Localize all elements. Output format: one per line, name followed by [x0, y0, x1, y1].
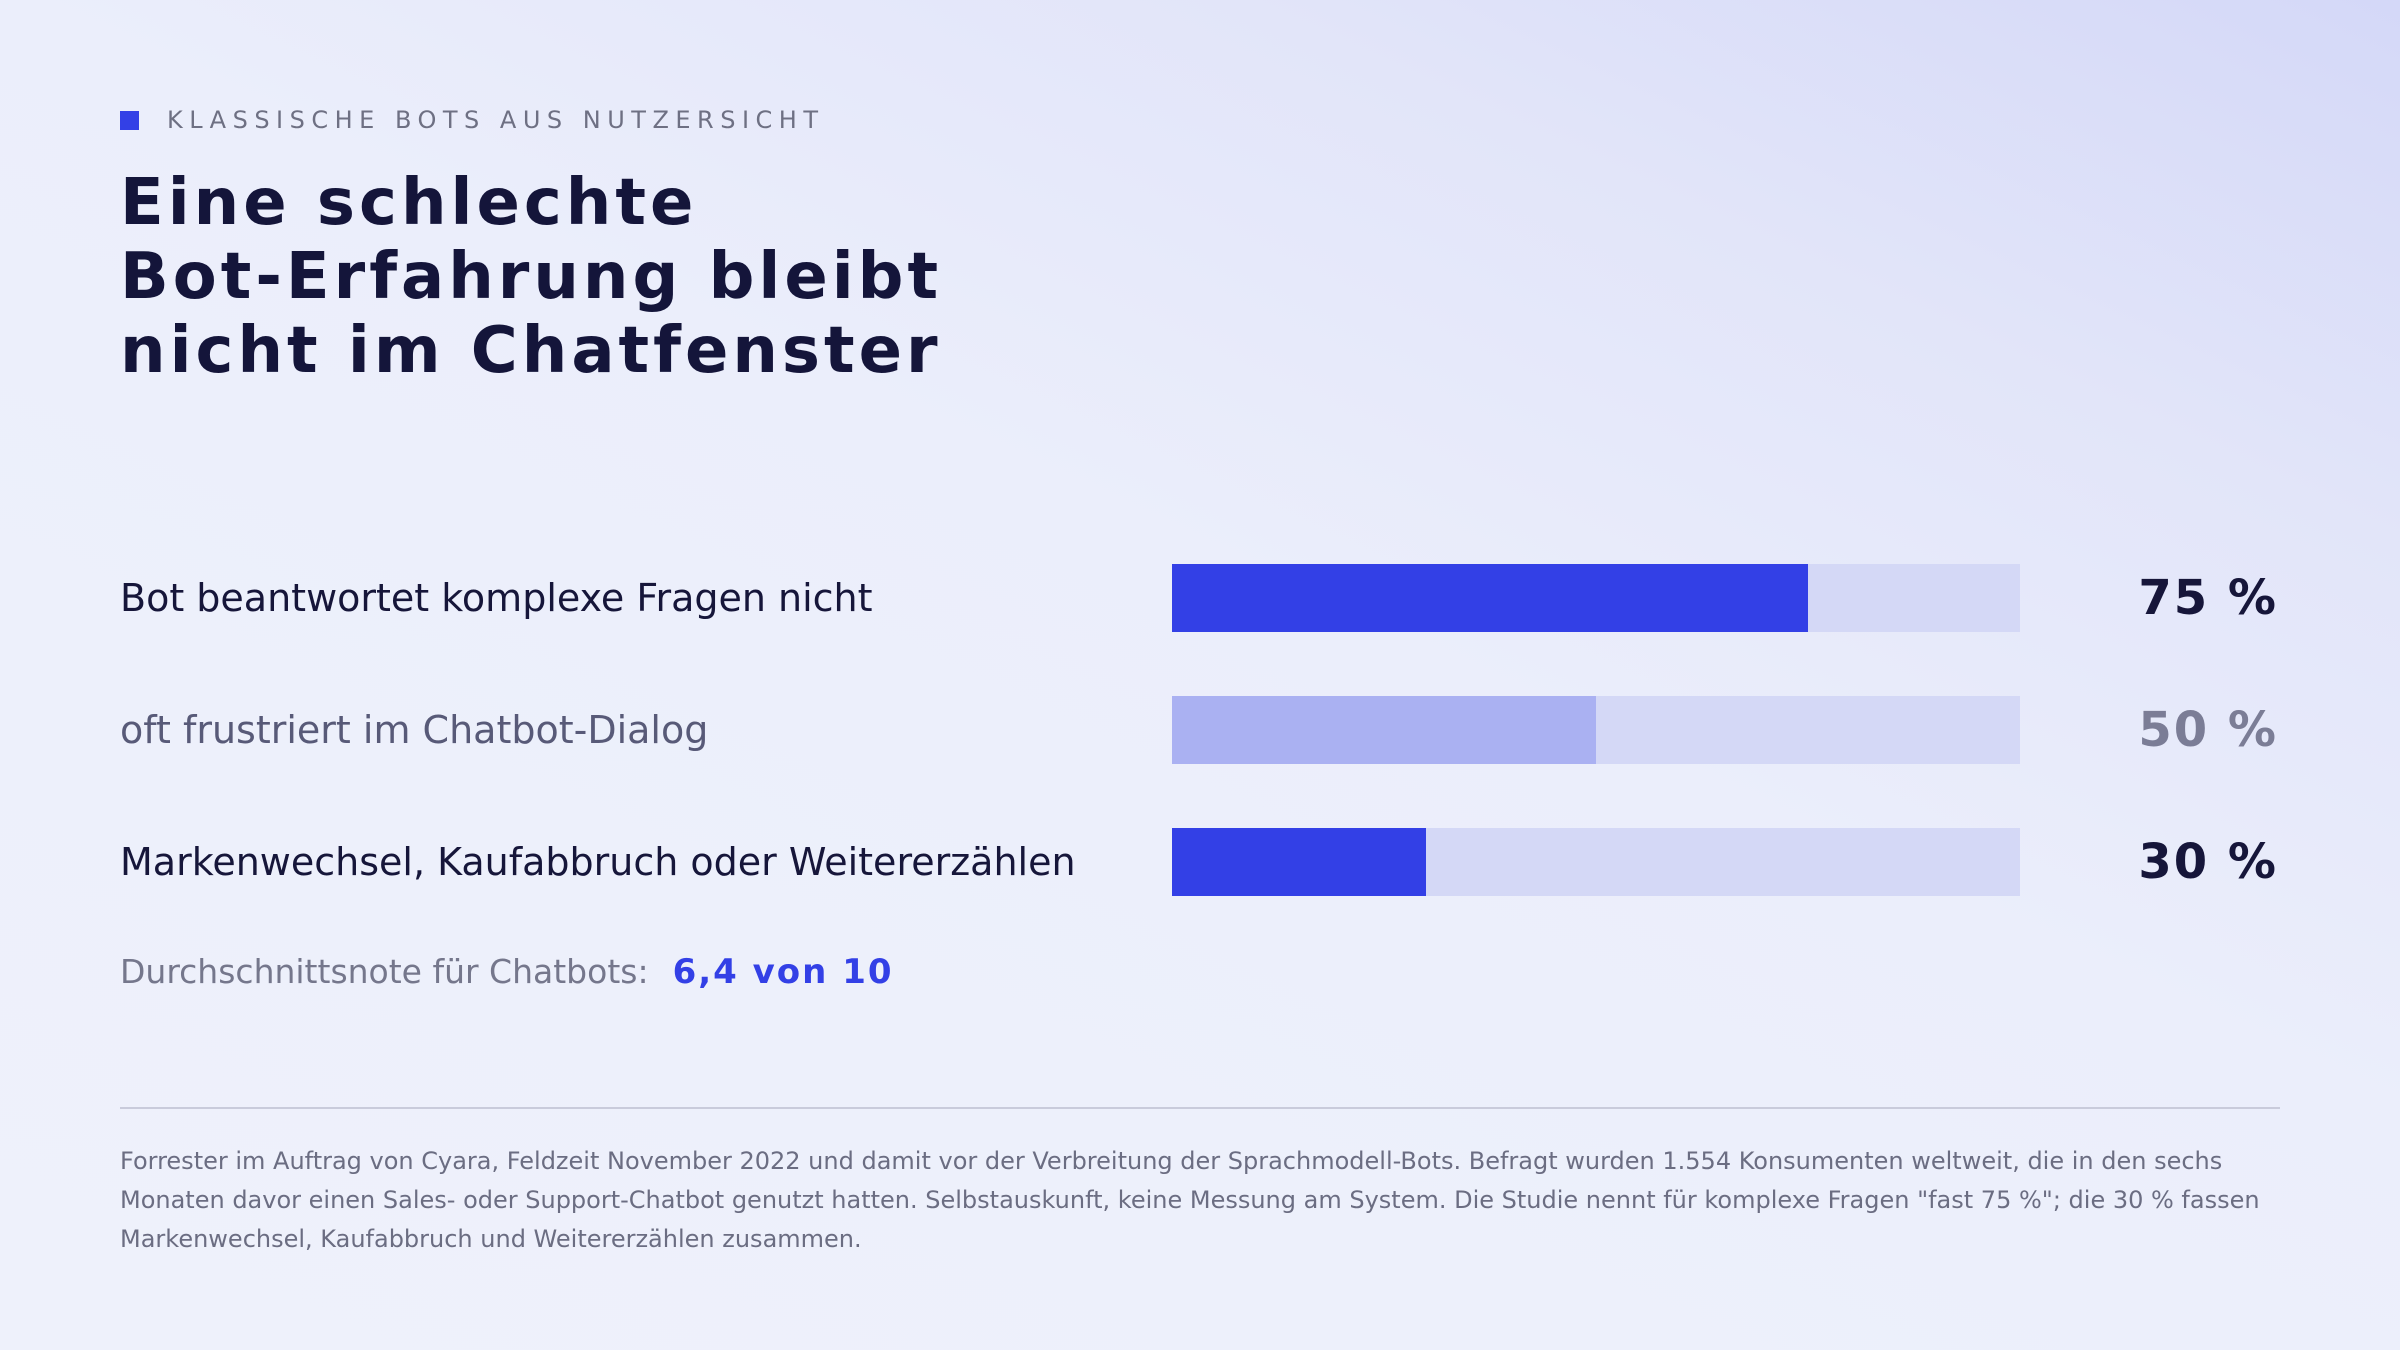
average-rating-label: Durchschnittsnote für Chatbots: [120, 952, 649, 991]
bar-category-label: Bot beantwortet komplexe Fragen nicht [120, 576, 873, 620]
average-rating-value: 6,4 von 10 [672, 952, 894, 992]
accent-square-icon [120, 110, 139, 130]
bar-value-label: 75 % [2138, 570, 2278, 626]
source-footnote: Forrester im Auftrag von Cyara, Feldzeit… [120, 1147, 2260, 1253]
bar-category-label: oft frustriert im Chatbot-Dialog [120, 708, 709, 752]
bar-track [1172, 564, 2020, 632]
title-line: Eine schlechte [120, 166, 698, 240]
eyebrow: KLASSISCHE BOTS AUS NUTZERSICHT [120, 106, 825, 134]
bar-track [1172, 696, 2020, 764]
eyebrow-text: KLASSISCHE BOTS AUS NUTZERSICHT [167, 106, 825, 134]
title-line: nicht im Chatfenster [120, 314, 942, 388]
bar-row: oft frustriert im Chatbot-Dialog 50 % [0, 696, 2400, 764]
page-title: Eine schlechte Bot-Erfahrung bleibt nich… [120, 166, 1120, 388]
bar-track [1172, 828, 2020, 896]
bar [1172, 696, 1596, 764]
title-line: Bot-Erfahrung bleibt [120, 240, 943, 314]
divider [120, 1107, 2280, 1109]
bar [1172, 564, 1808, 632]
bar [1172, 828, 1427, 896]
bar-value-label: 50 % [2138, 702, 2278, 758]
bar-row: Markenwechsel, Kaufabbruch oder Weiterer… [0, 828, 2400, 896]
bar-row: Bot beantwortet komplexe Fragen nicht 75… [0, 564, 2400, 632]
bar-value-label: 30 % [2138, 834, 2278, 890]
average-rating: Durchschnittsnote für Chatbots: 6,4 von … [120, 952, 894, 992]
bar-category-label: Markenwechsel, Kaufabbruch oder Weiterer… [120, 840, 1076, 884]
